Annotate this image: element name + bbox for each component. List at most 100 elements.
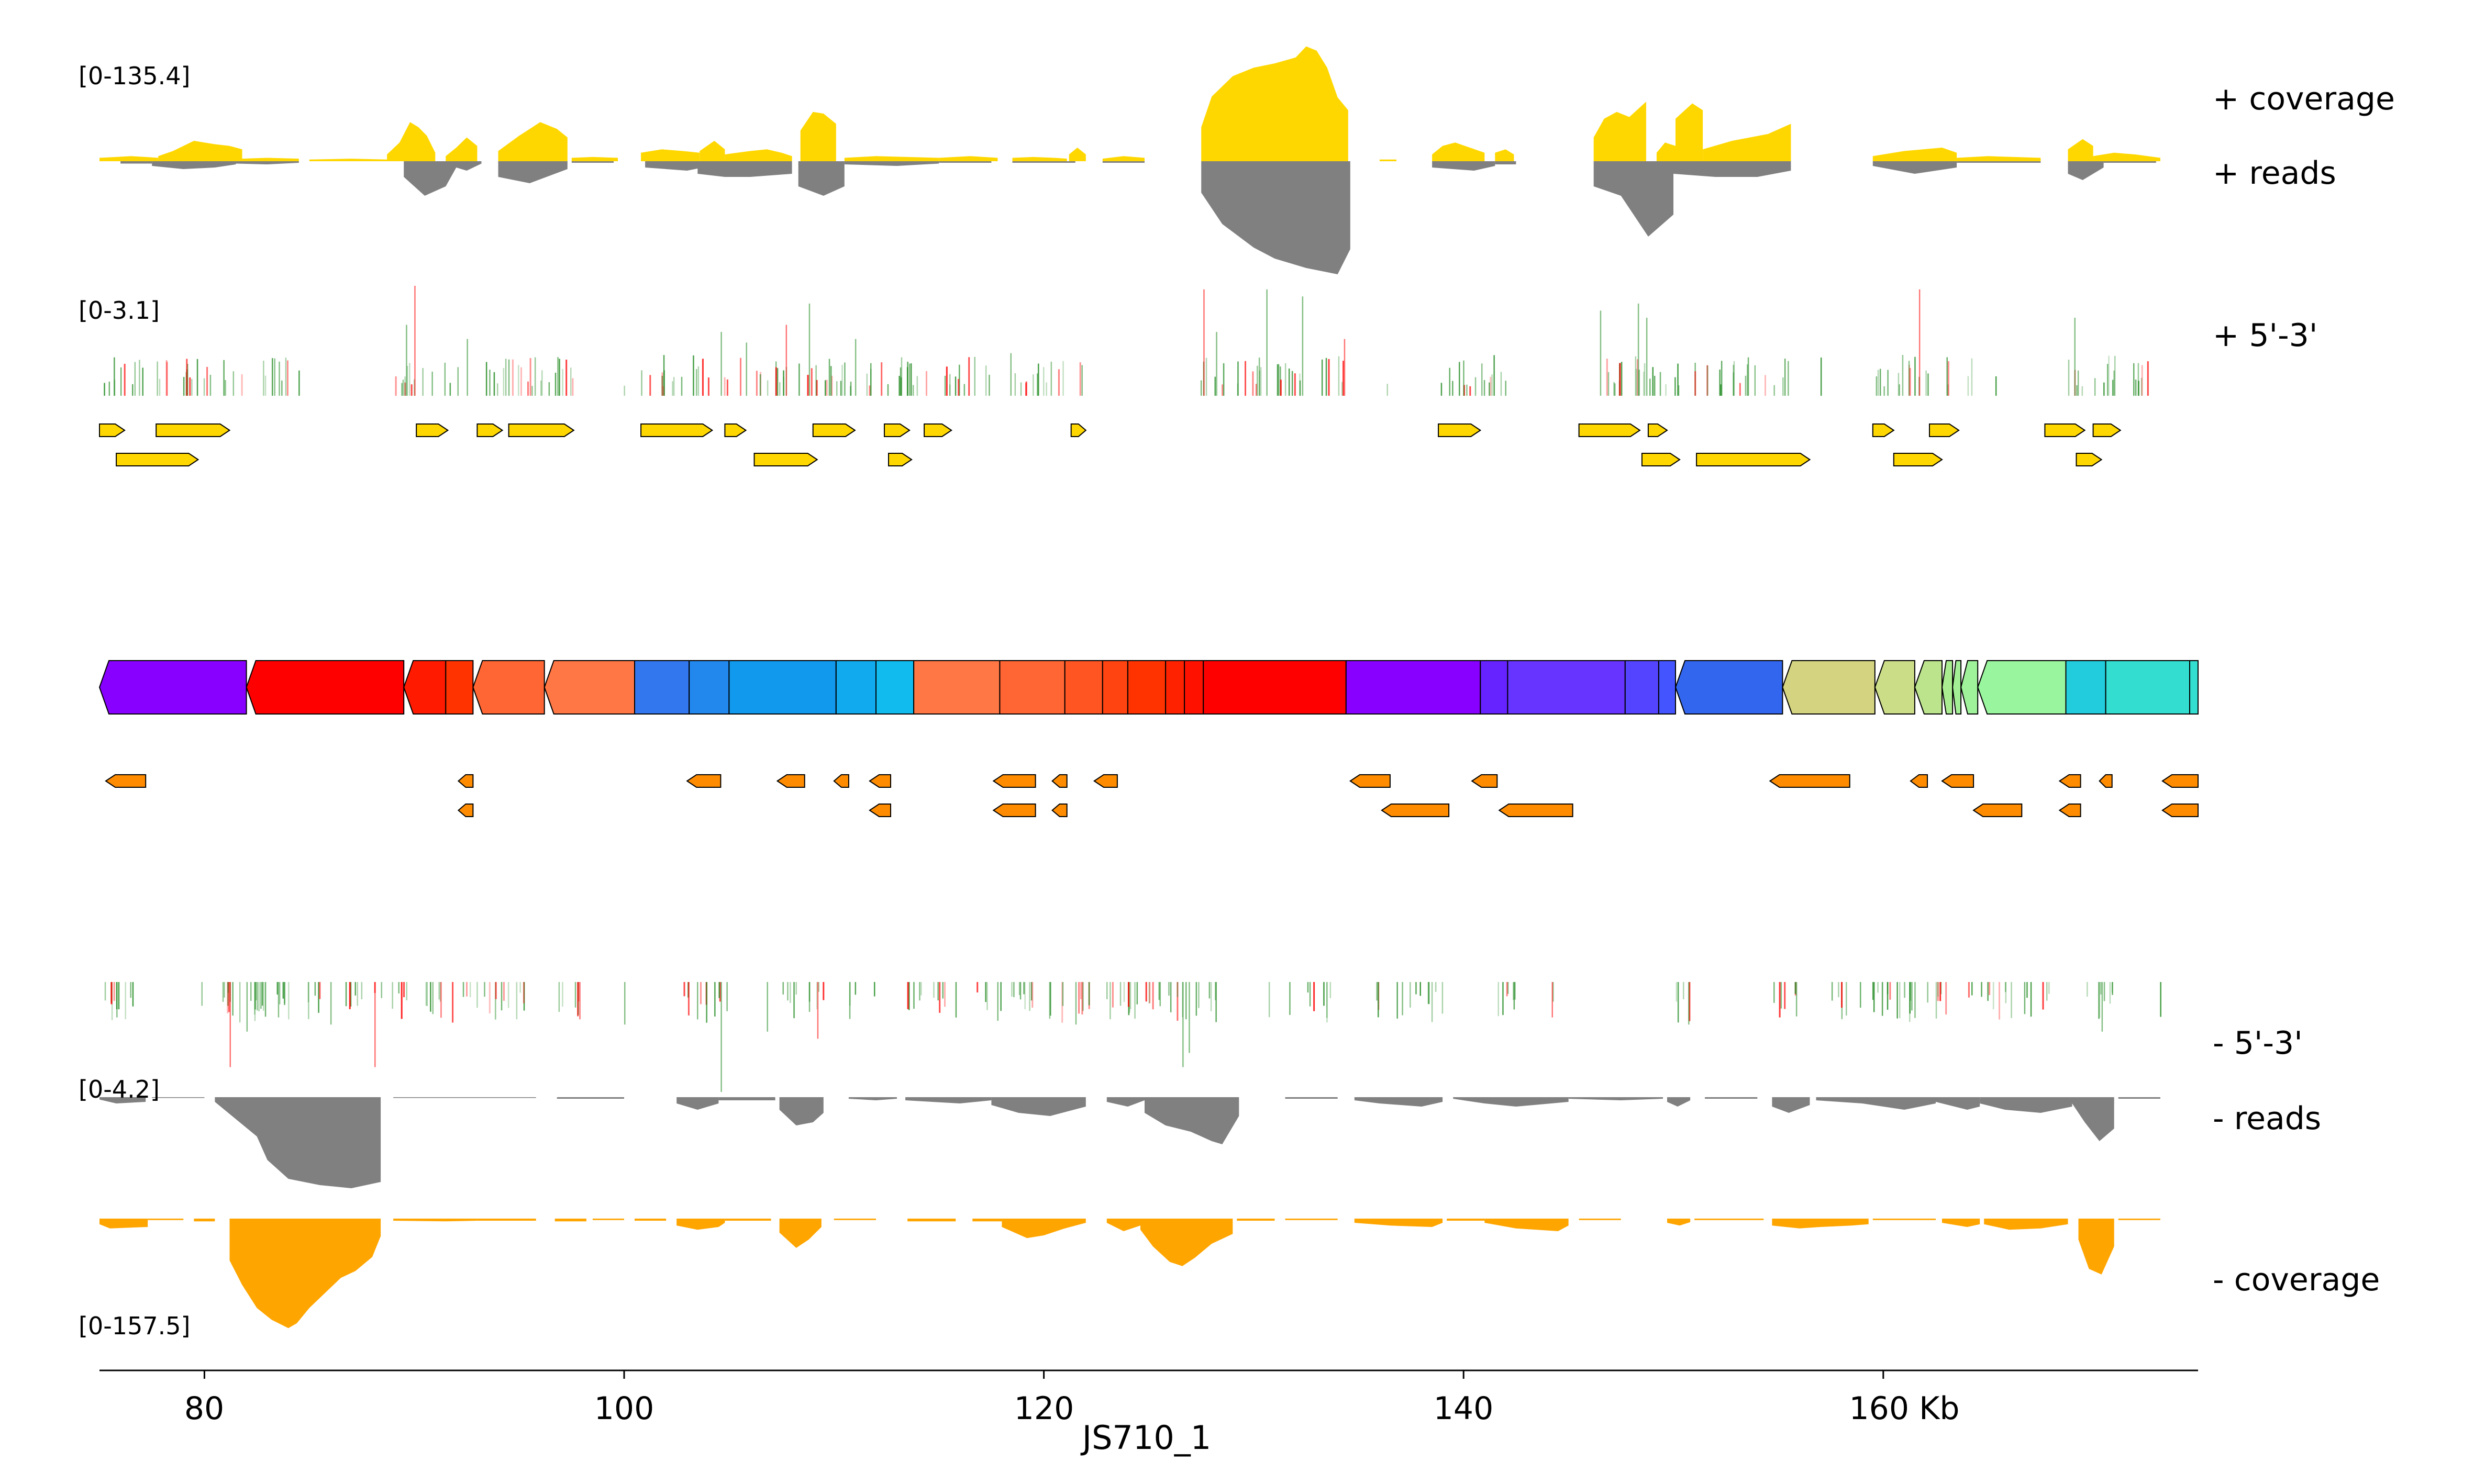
plus-reads-track-label: + reads xyxy=(2213,155,2336,192)
five-prime-mark xyxy=(1643,372,1645,396)
minus-gene-arrow xyxy=(1972,804,2023,817)
five-prime-mark xyxy=(874,982,875,997)
minus-coverage-area xyxy=(592,1219,624,1220)
five-prime-mark xyxy=(1674,377,1676,396)
five-prime-mark xyxy=(1278,364,1280,396)
five-prime-mark xyxy=(1050,361,1052,396)
plus-coverage-area xyxy=(641,149,700,161)
five-prime-mark xyxy=(142,367,143,396)
minus-gene-arrow xyxy=(1093,774,1118,788)
three-prime-mark xyxy=(1490,376,1492,396)
five-prime-mark xyxy=(1987,982,1989,1001)
five-prime-mark xyxy=(223,360,225,396)
minus-reads-pileup xyxy=(718,1097,775,1100)
five-prime-mark xyxy=(1321,359,1323,396)
five-prime-mark xyxy=(1500,372,1502,396)
five-prime-mark xyxy=(558,982,560,1012)
five-prime-mark xyxy=(260,982,262,1009)
five-prime-mark xyxy=(276,982,278,995)
five-prime-mark xyxy=(284,982,285,1004)
x-axis-title: JS710_1 xyxy=(1082,1419,1212,1457)
cluster-segment xyxy=(835,660,877,715)
five-prime-mark xyxy=(2068,360,2070,396)
plus-reads-pileup xyxy=(1957,161,2041,163)
five-prime-mark xyxy=(963,384,966,396)
five-prime-mark xyxy=(1466,384,1468,396)
three-prime-mark xyxy=(579,982,581,1020)
five-prime-mark xyxy=(250,982,252,1001)
plus-reads-track xyxy=(120,161,2156,274)
five-prime-mark xyxy=(920,982,922,996)
five-prime-mark xyxy=(919,982,920,1001)
three-prime-mark xyxy=(977,982,979,992)
five-prime-mark xyxy=(1745,375,1747,396)
five-prime-mark xyxy=(901,357,903,396)
five-prime-mark xyxy=(795,982,797,995)
three-prime-mark xyxy=(881,362,883,396)
five-prime-mark xyxy=(900,367,902,396)
cluster-segment xyxy=(1941,660,1954,715)
five-prime-mark xyxy=(663,370,665,396)
three-prime-mark xyxy=(724,377,726,396)
five-prime-mark xyxy=(855,982,857,995)
three-prime-mark xyxy=(523,982,525,1003)
five-prime-mark xyxy=(288,982,290,1020)
five-prime-mark xyxy=(1635,369,1637,396)
plus-coverage-area xyxy=(1703,124,1791,161)
minus-coverage-area xyxy=(779,1219,822,1248)
three-prime-mark xyxy=(1706,365,1708,396)
five-prime-mark xyxy=(1024,982,1026,1010)
five-prime-mark xyxy=(2005,982,2007,1003)
minus-gene-arrow xyxy=(1941,774,1974,788)
five-prime-mark xyxy=(955,982,957,1018)
x-axis xyxy=(99,1369,2198,1379)
five-prime-mark xyxy=(1215,982,1217,1022)
plus-coverage-area xyxy=(700,141,725,161)
five-prime-mark xyxy=(624,385,625,396)
five-prime-peak xyxy=(624,982,626,1025)
five-prime-mark xyxy=(830,366,832,396)
five-prime-mark xyxy=(1831,982,1833,1001)
three-prime-peak xyxy=(229,982,231,1067)
plus-gene-arrow xyxy=(1578,423,1641,437)
five-prime-mark xyxy=(1794,982,1796,994)
plus-gene-arrow xyxy=(1929,423,1960,437)
five-prime-mark xyxy=(1733,364,1735,396)
three-prime-mark xyxy=(411,384,413,396)
five-prime-mark xyxy=(1721,361,1723,396)
five-prime-mark xyxy=(1123,982,1125,1002)
five-prime-mark xyxy=(1185,982,1187,1020)
five-prime-mark xyxy=(1773,385,1775,396)
five-prime-mark xyxy=(697,982,698,1020)
three-prime-mark xyxy=(1889,982,1891,1000)
three-prime-mark xyxy=(1081,982,1083,1015)
five-prime-mark xyxy=(557,357,559,396)
three-prime-mark xyxy=(1313,982,1315,1011)
cluster-segment xyxy=(445,660,474,715)
three-prime-mark xyxy=(1078,982,1080,1014)
five-prime-mark xyxy=(1338,356,1340,396)
five-prime-mark xyxy=(1935,982,1937,1019)
cluster-segment xyxy=(1345,660,1481,715)
five-prime-mark xyxy=(1493,355,1495,396)
five-prime-mark xyxy=(1719,370,1721,396)
five-prime-mark xyxy=(759,374,761,396)
five-prime-mark xyxy=(318,982,319,1013)
five-prime-mark xyxy=(1329,982,1332,998)
plus-coverage-area xyxy=(1957,156,2041,161)
cluster-bar xyxy=(98,660,2199,715)
three-prime-peak xyxy=(1203,289,1205,396)
five-prime-mark xyxy=(507,982,509,1008)
plus-coverage-area xyxy=(1102,156,1145,161)
three-prime-mark xyxy=(527,381,529,396)
five-prime-mark xyxy=(1898,373,1900,396)
five-prime-mark xyxy=(798,363,800,396)
five-prime-mark xyxy=(1613,382,1615,396)
five-prime-mark xyxy=(263,361,264,396)
five-prime-mark xyxy=(1258,358,1260,396)
cluster-segment xyxy=(634,660,690,715)
three-prime-mark xyxy=(495,982,497,999)
five-prime-mark xyxy=(227,982,229,1006)
five-prime-mark xyxy=(985,982,986,1002)
five-prime-mark xyxy=(2135,380,2137,396)
